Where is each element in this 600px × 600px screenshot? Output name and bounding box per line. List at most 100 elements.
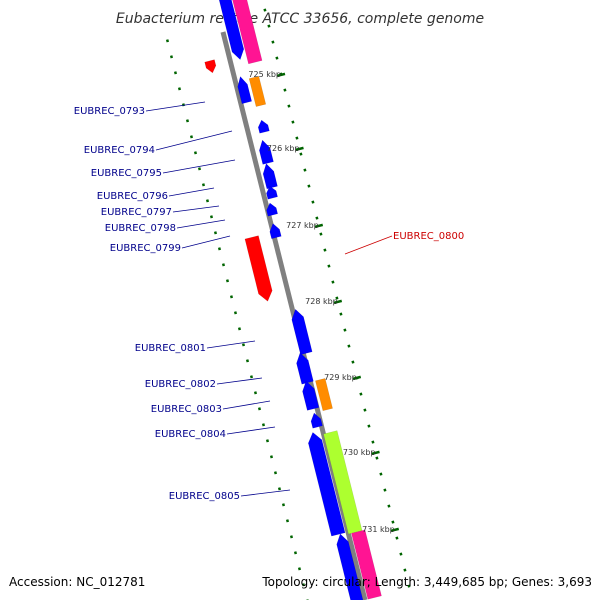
inner-ring-dot — [395, 536, 399, 540]
tick-label: 731 kbp — [362, 525, 395, 534]
label-leader-line — [206, 340, 256, 349]
outer-ring-dot — [165, 39, 170, 43]
tick-label: 727 kbp — [286, 221, 319, 230]
feature-cds-0793 — [237, 76, 252, 104]
feature-cds-0805 — [308, 432, 346, 537]
gene-label-eubrec_0797[interactable]: EUBREC_0797 — [101, 207, 172, 218]
gene-label-eubrec_0803[interactable]: EUBREC_0803 — [151, 404, 222, 415]
inner-ring-dot — [311, 200, 315, 204]
feature-cds-0802b-outline — [302, 380, 320, 411]
label-leader-line — [344, 235, 393, 255]
gene-label-eubrec_0800[interactable]: EUBREC_0800 — [393, 231, 464, 242]
inner-ring-dot — [339, 312, 343, 316]
inner-ring-dot — [391, 520, 395, 524]
tick-label: 730 kbp — [343, 448, 376, 457]
inner-ring-dot — [327, 264, 331, 268]
outer-ring-dot — [269, 455, 274, 459]
outer-ring-dot — [261, 423, 266, 427]
tick-label: 725 kbp — [248, 70, 281, 79]
gene-label-eubrec_0801[interactable]: EUBREC_0801 — [135, 343, 206, 354]
outer-ring-dot — [241, 343, 246, 347]
gene-label-eubrec_0793[interactable]: EUBREC_0793 — [74, 106, 145, 117]
gene-label-eubrec_0796[interactable]: EUBREC_0796 — [97, 191, 168, 202]
topology-text: Topology: circular; Length: 3,449,685 bp… — [262, 575, 592, 589]
inner-ring-dot — [291, 120, 295, 124]
outer-ring-dot — [253, 391, 258, 395]
feature-rna-0800-outline — [244, 235, 273, 302]
inner-ring-dot — [267, 24, 271, 28]
outer-ring-dot — [285, 519, 290, 523]
gene-label-eubrec_0802[interactable]: EUBREC_0802 — [145, 379, 216, 390]
gene-label-eubrec_0795[interactable]: EUBREC_0795 — [91, 168, 162, 179]
feature-lime-0805-outline — [323, 430, 363, 535]
label-leader-line — [155, 130, 233, 151]
gene-label-eubrec_0798[interactable]: EUBREC_0798 — [105, 223, 176, 234]
inner-ring-dot — [367, 424, 371, 428]
gene-label-eubrec_0804[interactable]: EUBREC_0804 — [155, 429, 226, 440]
gene-label-eubrec_0799[interactable]: EUBREC_0799 — [110, 243, 181, 254]
inner-ring-dot — [351, 360, 355, 364]
tick-label: 728 kbp — [305, 297, 338, 306]
tick-label: 726 kbp — [267, 144, 300, 153]
feature-orange-0803-outline — [315, 378, 333, 412]
feature-cds-0805-outline — [308, 431, 346, 537]
feature-pink-top — [232, 0, 263, 64]
outer-ring-dot — [293, 551, 298, 555]
outer-ring-dot — [201, 183, 206, 187]
feature-rna-small — [204, 59, 216, 73]
inner-ring-dot — [383, 488, 387, 492]
feature-orange-0793-outline — [248, 75, 267, 107]
gene-label-eubrec_0794[interactable]: EUBREC_0794 — [84, 145, 155, 156]
outer-ring-dot — [225, 279, 230, 283]
outer-ring-dot — [217, 247, 222, 251]
map-title: Eubacterium rectale ATCC 33656, complete… — [116, 11, 484, 27]
outer-ring-dot — [197, 167, 202, 171]
tick-mark — [371, 450, 380, 456]
feature-cds-0798-outline — [266, 202, 279, 217]
feature-orange-0793 — [249, 76, 266, 107]
inner-ring-dot — [299, 152, 303, 156]
inner-ring-dot — [343, 328, 347, 332]
label-leader-line — [181, 235, 231, 249]
feature-cds-bottom — [336, 533, 363, 600]
outer-ring-dot — [213, 231, 218, 235]
feature-cds-0798 — [266, 203, 278, 217]
inner-ring-dot — [363, 408, 367, 412]
inner-ring-dot — [403, 568, 407, 572]
outer-ring-dot — [289, 535, 294, 539]
feature-cds-0796-outline — [262, 163, 278, 190]
feature-rna-0800 — [244, 235, 273, 302]
outer-ring-dot — [257, 407, 262, 411]
outer-ring-dot — [185, 119, 190, 123]
feature-lime-0805 — [323, 430, 363, 534]
inner-ring-dot — [379, 472, 383, 476]
outer-ring-dot — [169, 55, 174, 59]
inner-ring-dot — [335, 296, 339, 300]
tick-mark — [314, 223, 324, 229]
feature-cds-0797 — [266, 186, 278, 200]
inner-ring-dot — [319, 232, 323, 236]
feature-cds-0797-outline — [266, 185, 278, 200]
outer-ring-dot — [189, 135, 194, 139]
outer-ring-dot — [281, 503, 286, 507]
feature-rna-small-outline — [204, 59, 217, 74]
outer-ring-dot — [229, 295, 234, 299]
inner-ring-dot — [283, 88, 287, 92]
gene-label-eubrec_0805[interactable]: EUBREC_0805 — [169, 491, 240, 502]
inner-ring-dot — [295, 136, 299, 140]
inner-ring-dot — [359, 392, 363, 396]
label-leader-line — [222, 400, 271, 410]
outer-ring-dot — [209, 215, 214, 219]
label-leader-line — [240, 489, 291, 497]
feature-cds-0802b — [302, 381, 319, 411]
inner-ring-dot — [375, 456, 379, 460]
outer-ring-dot — [181, 103, 186, 107]
feature-cds-0801-outline — [291, 308, 313, 356]
tick-mark — [276, 72, 286, 78]
inner-ring-dot — [399, 552, 403, 556]
feature-cds-top-outline — [218, 0, 245, 61]
outer-ring-dot — [237, 327, 242, 331]
inner-ring-dot — [407, 584, 411, 588]
inner-ring-dot — [331, 280, 335, 284]
